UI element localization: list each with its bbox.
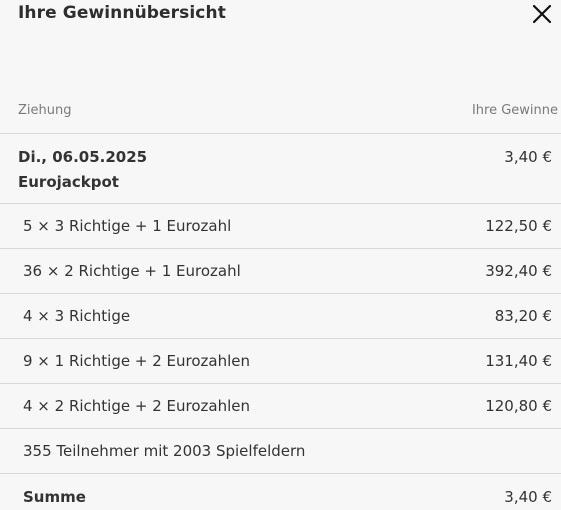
- winning-amount: 392,40 €: [485, 262, 552, 280]
- divider: [0, 133, 561, 134]
- participants-label: 355 Teilnehmer mit 2003 Spielfeldern: [23, 442, 306, 460]
- sum-label: Summe: [23, 488, 86, 506]
- table-row: 4 × 3 Richtige 83,20 €: [0, 293, 561, 338]
- winning-amount: 83,20 €: [494, 307, 552, 325]
- divider: [0, 293, 561, 294]
- winning-class-label: 4 × 3 Richtige: [23, 307, 131, 325]
- table-row: 36 × 2 Richtige + 1 Eurozahl 392,40 €: [0, 248, 561, 293]
- close-icon[interactable]: [530, 2, 554, 26]
- draw-date: Di., 06.05.2025: [18, 148, 148, 166]
- close-button[interactable]: [530, 2, 554, 26]
- table-row: 4 × 2 Richtige + 2 Eurozahlen 120,80 €: [0, 383, 561, 428]
- winning-class-label: 36 × 2 Richtige + 1 Eurozahl: [23, 262, 241, 280]
- column-header-draw: Ziehung: [18, 103, 72, 118]
- column-header-winnings: Ihre Gewinne: [471, 103, 558, 118]
- draw-amount: 3,40 €: [504, 148, 552, 166]
- divider: [0, 203, 561, 204]
- winning-class-label: 4 × 2 Richtige + 2 Eurozahlen: [23, 397, 250, 415]
- participants-row: 355 Teilnehmer mit 2003 Spielfeldern: [0, 428, 561, 473]
- winning-amount: 131,40 €: [485, 352, 552, 370]
- divider: [0, 383, 561, 384]
- winning-amount: 122,50 €: [485, 217, 552, 235]
- table-row: 5 × 3 Richtige + 1 Eurozahl 122,50 €: [0, 203, 561, 248]
- table-row: 9 × 1 Richtige + 2 Eurozahlen 131,40 €: [0, 338, 561, 383]
- winning-class-label: 5 × 3 Richtige + 1 Eurozahl: [23, 217, 232, 235]
- winning-amount: 120,80 €: [485, 397, 552, 415]
- draw-game: Eurojackpot: [18, 173, 119, 191]
- divider: [0, 248, 561, 249]
- dialog-title: Ihre Gewinnübersicht: [18, 3, 226, 23]
- divider: [0, 473, 561, 474]
- divider: [0, 428, 561, 429]
- winning-class-label: 9 × 1 Richtige + 2 Eurozahlen: [23, 352, 250, 370]
- divider: [0, 338, 561, 339]
- sum-amount: 3,40 €: [504, 488, 552, 506]
